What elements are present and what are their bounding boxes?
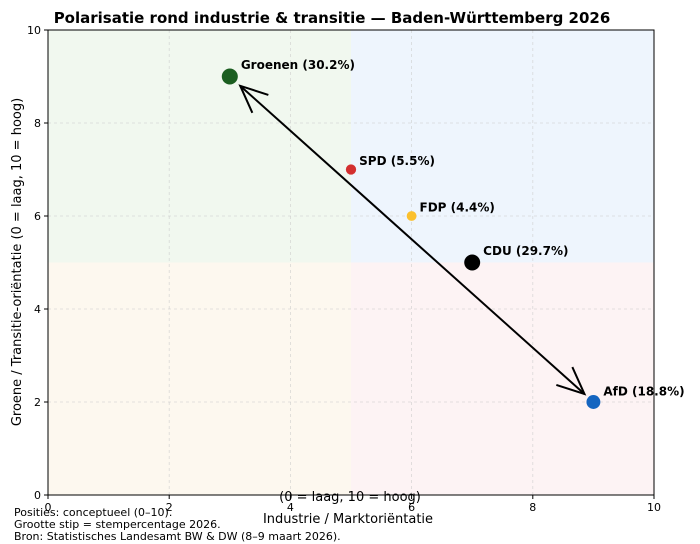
party-label: SPD (5.5%) (359, 154, 435, 168)
x-tick-label: 2 (166, 501, 173, 514)
party-dot (345, 164, 357, 175)
y-tick-label: 6 (34, 210, 41, 223)
y-axis-label: Groene / Transitie-oriëntatie (0 = laag,… (10, 98, 25, 426)
party-label: Groenen (30.2%) (241, 58, 355, 72)
footnotes: Posities: conceptueel (0–10). Grootte st… (14, 506, 341, 543)
party-label: FDP (4.4%) (420, 201, 495, 215)
x-tick-label: 10 (647, 501, 661, 514)
x-tick-label: 0 (45, 501, 52, 514)
quadrant-top-left (48, 30, 351, 263)
party-dot (586, 395, 601, 409)
arrow-shaft (239, 85, 586, 395)
quadrant-bottom-right (351, 262, 654, 495)
party-dot (406, 211, 417, 221)
footnote-positions: Posities: conceptueel (0–10). (14, 506, 172, 519)
data-points (221, 68, 601, 409)
point-labels: Groenen (30.2%) SPD (5.5%) FDP (4.4%) CDU (… (241, 58, 685, 399)
x-axis-note: (0 = laag, 10 = hoog) (279, 490, 421, 505)
y-axis-ticks: 0 2 4 6 8 10 (27, 24, 48, 502)
x-axis-ticks: 0 2 4 6 8 10 (45, 495, 661, 514)
quadrant-bottom-left (48, 262, 351, 495)
y-tick-label: 10 (27, 24, 41, 37)
party-label: AfD (18.8%) (603, 385, 684, 399)
polarization-arrow (238, 84, 587, 396)
footnote-dot-size: Grootte stip = stempercentage 2026. (14, 518, 221, 531)
y-tick-label: 4 (34, 303, 41, 316)
y-tick-label: 8 (34, 117, 41, 130)
arrow-head-end (556, 366, 587, 396)
x-tick-label: 4 (287, 501, 294, 514)
y-tick-label: 0 (34, 489, 41, 502)
party-dot (464, 254, 481, 271)
party-dot (221, 68, 238, 85)
x-tick-label: 8 (529, 501, 536, 514)
party-label: CDU (29.7%) (483, 244, 568, 258)
footnote-source: Bron: Statistisches Landesamt BW & DW (8… (14, 530, 341, 543)
y-tick-label: 2 (34, 396, 41, 409)
arrow-head-start (238, 84, 269, 114)
plot-frame (47, 29, 655, 496)
x-axis-label: Industrie / Marktoriëntatie (263, 512, 433, 527)
quadrant-backgrounds (48, 30, 654, 495)
chart-title: Polarisatie rond industrie & transitie —… (54, 9, 611, 27)
quadrant-top-right (351, 30, 654, 263)
x-tick-label: 6 (408, 501, 415, 514)
